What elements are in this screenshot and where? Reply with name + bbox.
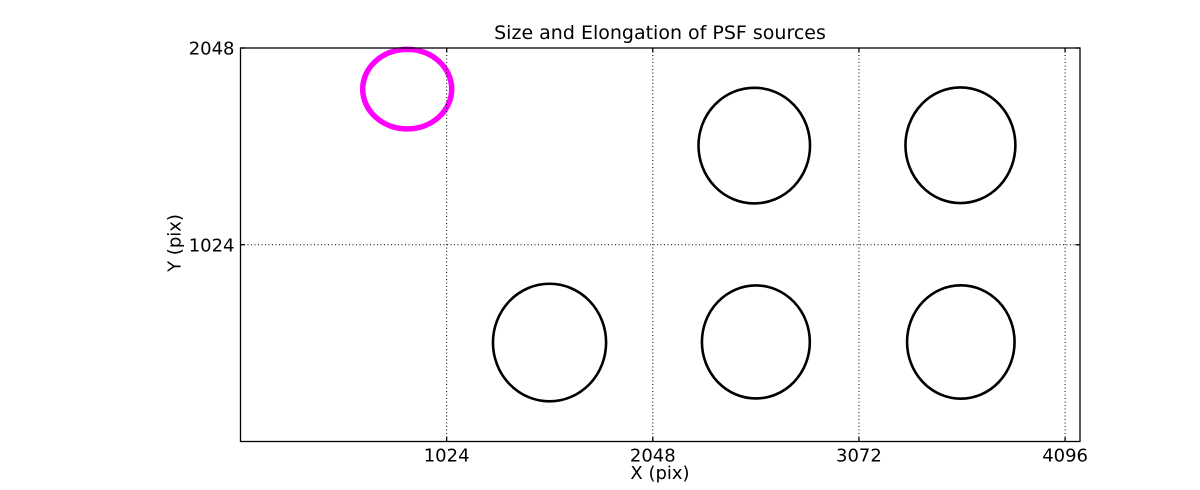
psf-ellipse (697, 86, 812, 205)
psf-ellipse (491, 282, 608, 403)
x-tick-label: 3072 (836, 446, 882, 467)
highlighted-psf-ellipse (359, 46, 455, 132)
chart-title: Size and Elongation of PSF sources (494, 22, 826, 44)
x-tick-label: 1024 (424, 446, 470, 467)
x-tick-label: 2048 (630, 446, 676, 467)
x-axis-label: X (pix) (630, 463, 690, 484)
y-tick-label: 2048 (189, 39, 235, 60)
x-tick-label: 4096 (1042, 446, 1088, 467)
psf-ellipse (905, 283, 1016, 400)
psf-ellipse (904, 86, 1017, 205)
psf-ellipse (700, 284, 812, 400)
y-tick-label: 1024 (189, 235, 235, 256)
y-axis-label: Y (pix) (164, 214, 186, 272)
